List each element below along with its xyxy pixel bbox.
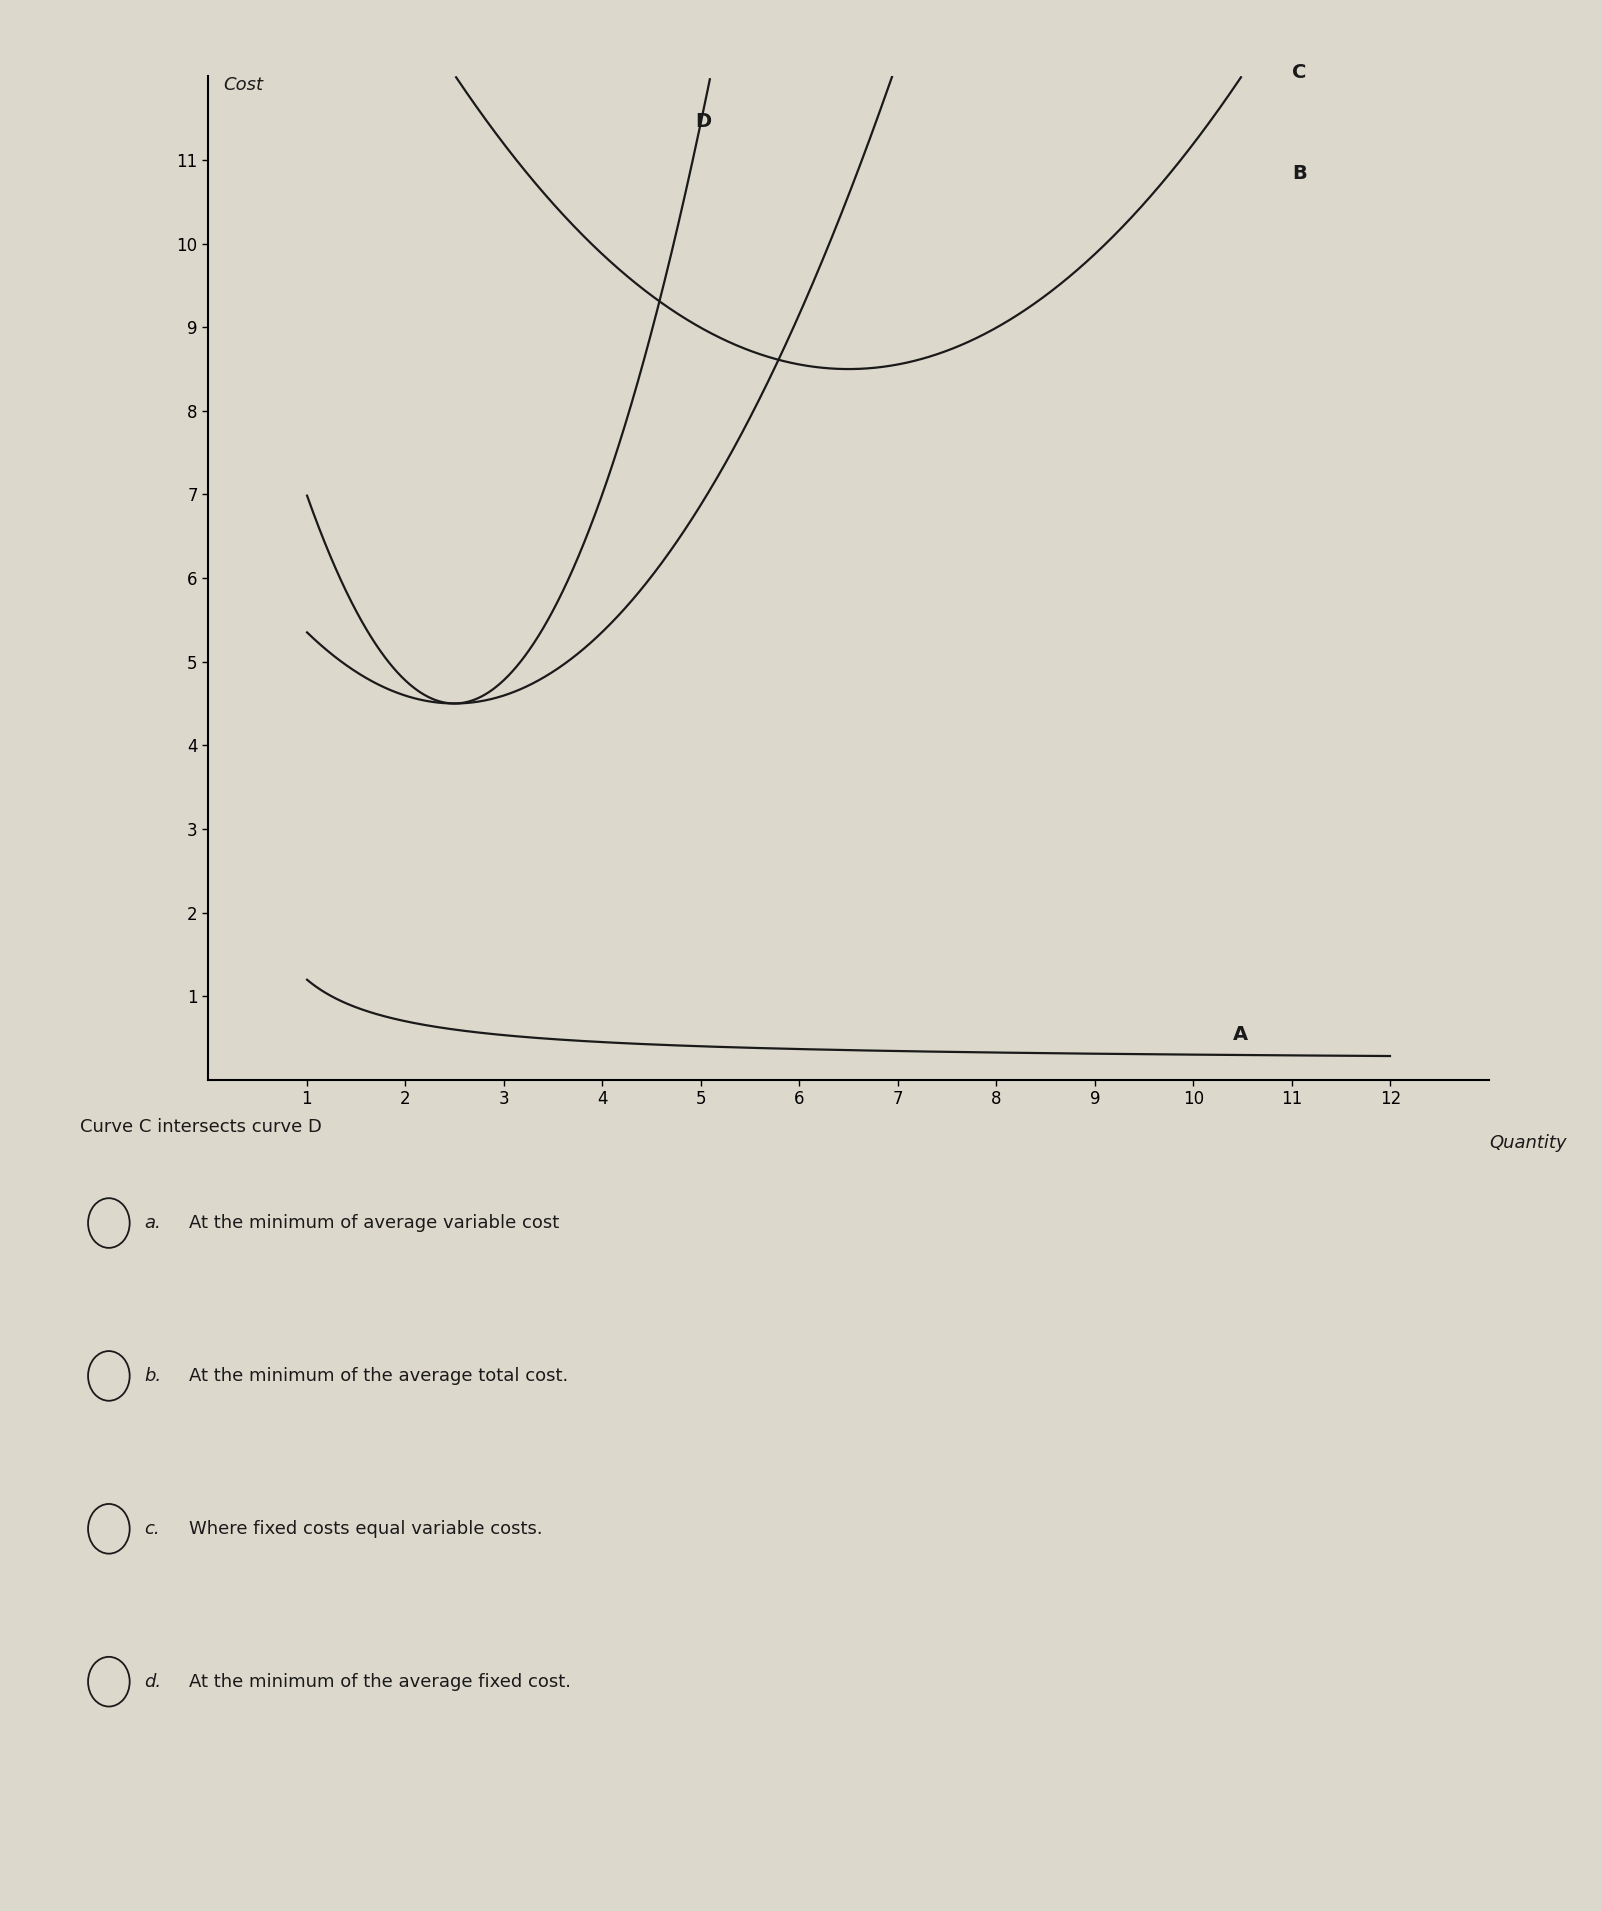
Text: C: C xyxy=(1292,63,1306,82)
Text: D: D xyxy=(695,111,711,130)
Text: Where fixed costs equal variable costs.: Where fixed costs equal variable costs. xyxy=(189,1519,543,1538)
Text: At the minimum of the average total cost.: At the minimum of the average total cost… xyxy=(189,1366,568,1385)
Text: d.: d. xyxy=(144,1672,162,1691)
Text: A: A xyxy=(1233,1024,1247,1043)
Text: Curve C intersects curve D: Curve C intersects curve D xyxy=(80,1118,322,1135)
Text: Cost: Cost xyxy=(223,76,263,94)
Text: b.: b. xyxy=(144,1366,162,1385)
Text: At the minimum of average variable cost: At the minimum of average variable cost xyxy=(189,1213,559,1233)
Text: B: B xyxy=(1292,164,1306,183)
Text: At the minimum of the average fixed cost.: At the minimum of the average fixed cost… xyxy=(189,1672,572,1691)
Text: c.: c. xyxy=(144,1519,160,1538)
Text: Quantity: Quantity xyxy=(1489,1133,1566,1152)
Text: a.: a. xyxy=(144,1213,160,1233)
